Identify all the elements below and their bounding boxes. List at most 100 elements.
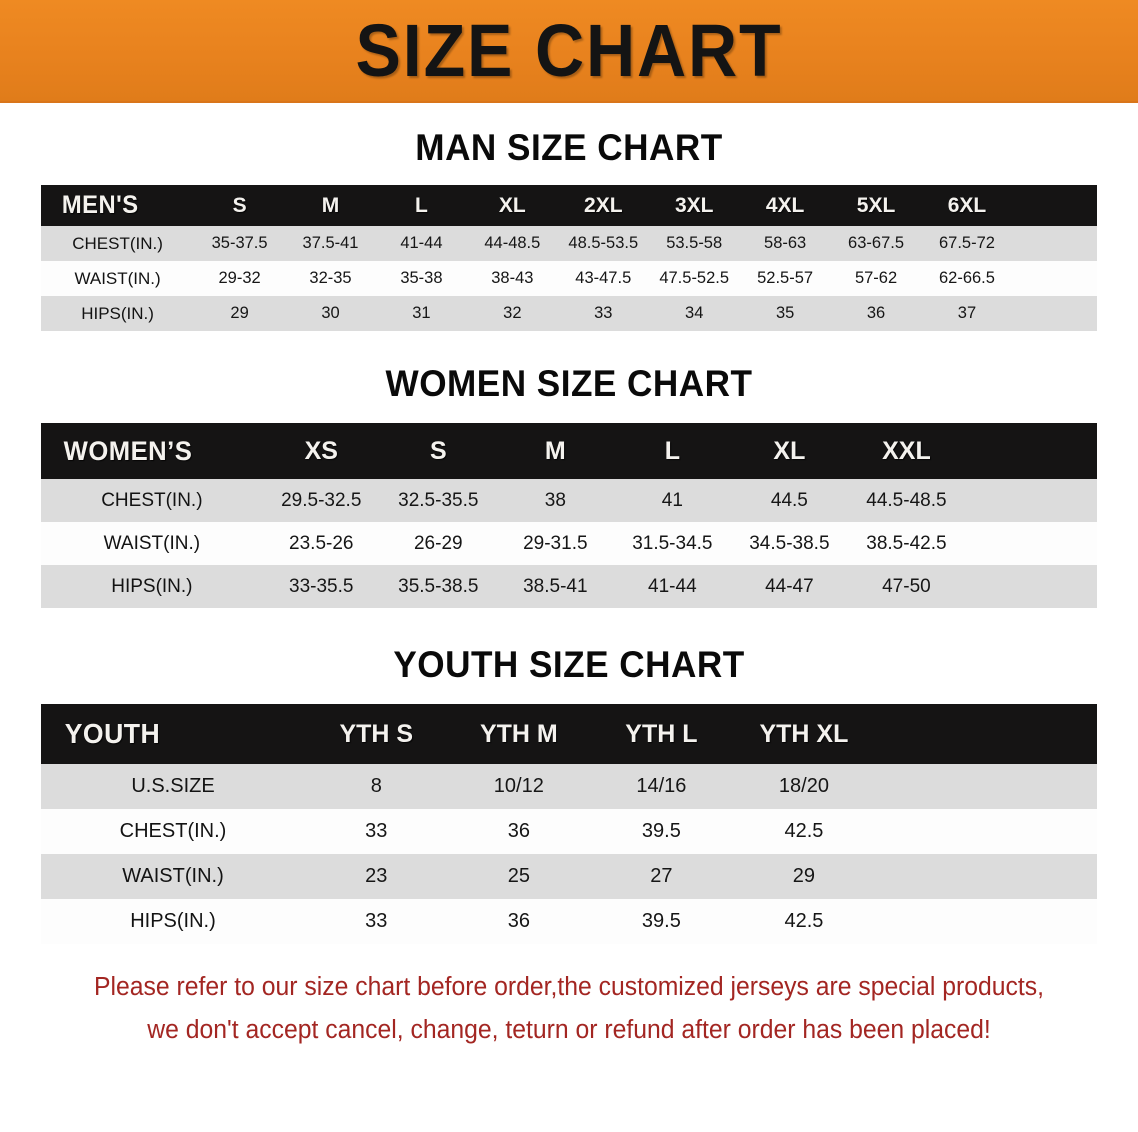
man-measurement-cell: 48.5-53.5 xyxy=(568,234,639,252)
man-measurement-cell: 35 xyxy=(775,304,795,322)
youth-measurement-cell: 14/16 xyxy=(636,775,687,797)
man-size-table: MEN'S S M L XL 2XL 3XL 4XL 5XL 6XL CHEST(IN.) 35-3… xyxy=(41,185,1097,331)
man-column-header: 3XL xyxy=(674,193,714,217)
man-row-label: WAIST(IN.) xyxy=(74,268,161,288)
youth-table-head: YOUTH YTH S YTH M YTH L YTH XL xyxy=(41,704,1097,764)
youth-header-row: YOUTH YTH S YTH M YTH L YTH XL xyxy=(41,704,1097,764)
man-measurement-cell: 57-62 xyxy=(854,269,898,287)
man-row-label: CHEST(IN.) xyxy=(72,233,163,253)
youth-table-row: HIPS(IN.) 33 36 39.5 42.5 xyxy=(41,899,1097,944)
youth-table-row: U.S.SIZE 8 10/12 14/16 18/20 xyxy=(41,764,1097,809)
man-table-row: CHEST(IN.) 35-37.5 37.5-41 41-44 44-48.5 48.5… xyxy=(41,226,1097,261)
women-column-header: M xyxy=(544,436,566,465)
man-measurement-cell: 67.5-72 xyxy=(938,234,995,252)
youth-row-spacer xyxy=(875,899,1097,944)
women-measurement-cell: 41-44 xyxy=(648,575,697,597)
women-measurement-cell: 32.5-35.5 xyxy=(398,489,479,511)
man-row-spacer xyxy=(1012,226,1097,261)
youth-measurement-cell: 23 xyxy=(365,865,388,887)
youth-column-header: YTH L xyxy=(625,719,698,748)
man-column-header: S xyxy=(232,193,247,217)
youth-measurement-cell: 36 xyxy=(507,910,530,932)
order-policy-notice: Please refer to our size chart before or… xyxy=(55,966,1083,1053)
women-column-header: XS xyxy=(304,436,338,465)
youth-row-label: CHEST(IN.) xyxy=(119,820,227,842)
youth-row-spacer xyxy=(875,854,1097,899)
youth-row-spacer xyxy=(875,764,1097,809)
women-measurement-cell: 38.5-42.5 xyxy=(866,532,947,554)
man-column-header: L xyxy=(415,193,428,217)
man-measurement-cell: 36 xyxy=(866,304,886,322)
youth-row-label: HIPS(IN.) xyxy=(130,910,216,932)
man-column-header: XL xyxy=(498,193,526,217)
man-measurement-cell: 52.5-57 xyxy=(757,269,814,287)
women-section-heading: WOMEN SIZE CHART xyxy=(385,363,753,404)
women-header-spacer xyxy=(965,423,1097,479)
man-measurement-cell: 29 xyxy=(230,304,249,322)
youth-section-heading: YOUTH SIZE CHART xyxy=(393,644,745,685)
youth-measurement-cell: 27 xyxy=(650,865,673,887)
man-table-head: MEN'S S M L XL 2XL 3XL 4XL 5XL 6XL xyxy=(41,185,1097,226)
man-measurement-cell: 33 xyxy=(594,304,613,322)
women-row-spacer xyxy=(965,522,1097,565)
women-size-table-wrapper: WOMEN’S XS S M L XL XXL CHEST(IN.) 29.5-32.5 32.… xyxy=(41,423,1097,608)
women-table-body: CHEST(IN.) 29.5-32.5 32.5-35.5 38 41 44.5 44.5… xyxy=(41,479,1097,608)
man-header-row: MEN'S S M L XL 2XL 3XL 4XL 5XL 6XL xyxy=(41,185,1097,226)
man-section-heading: MAN SIZE CHART xyxy=(415,127,723,168)
man-measurement-cell: 44-48.5 xyxy=(484,234,541,252)
women-column-header: XXL xyxy=(882,436,931,465)
man-row-spacer xyxy=(1012,261,1097,296)
man-measurement-cell: 35-38 xyxy=(400,269,443,287)
man-measurement-cell: 47.5-52.5 xyxy=(659,269,730,287)
man-measurement-cell: 62-66.5 xyxy=(938,269,995,287)
man-measurement-cell: 31 xyxy=(412,304,431,322)
youth-column-header: YTH M xyxy=(479,719,558,748)
man-column-header: 2XL xyxy=(584,193,623,217)
man-size-table-wrapper: MEN'S S M L XL 2XL 3XL 4XL 5XL 6XL CHEST(IN.) 35-3… xyxy=(41,185,1097,331)
youth-column-header: YTH XL xyxy=(759,719,849,748)
women-measurement-cell: 35.5-38.5 xyxy=(398,575,479,597)
page-banner: SIZE CHART xyxy=(0,0,1138,103)
women-row-spacer xyxy=(965,565,1097,608)
women-table-head: WOMEN’S XS S M L XL XXL xyxy=(41,423,1097,479)
women-column-header: XL xyxy=(773,436,806,465)
youth-header-spacer xyxy=(875,704,1097,764)
youth-measurement-cell: 33 xyxy=(365,820,388,842)
women-table-row: CHEST(IN.) 29.5-32.5 32.5-35.5 38 41 44.5 44.5… xyxy=(41,479,1097,522)
women-measurement-cell: 34.5-38.5 xyxy=(749,532,830,554)
youth-corner-label: YOUTH xyxy=(64,718,161,749)
women-header-row: WOMEN’S XS S M L XL XXL xyxy=(41,423,1097,479)
man-column-header: 6XL xyxy=(947,193,987,217)
youth-table-body: U.S.SIZE 8 10/12 14/16 18/20 CHEST(IN.) 33 36 39… xyxy=(41,764,1097,944)
women-row-label: HIPS(IN.) xyxy=(111,575,193,597)
youth-measurement-cell: 42.5 xyxy=(784,910,824,932)
youth-measurement-cell: 33 xyxy=(365,910,388,932)
man-table-row: WAIST(IN.) 29-32 32-35 35-38 38-43 43-47.5 47.… xyxy=(41,261,1097,296)
youth-row-spacer xyxy=(875,809,1097,854)
man-row-label: HIPS(IN.) xyxy=(81,303,154,323)
youth-measurement-cell: 8 xyxy=(370,775,382,797)
man-table-row: HIPS(IN.) 29 30 31 32 33 34 35 36 37 xyxy=(41,296,1097,331)
women-table-row: HIPS(IN.) 33-35.5 35.5-38.5 38.5-41 41-44 44-… xyxy=(41,565,1097,608)
youth-measurement-cell: 36 xyxy=(507,820,530,842)
man-measurement-cell: 43-47.5 xyxy=(575,269,632,287)
notice-line-2: we don't accept cancel, change, teturn o… xyxy=(147,1016,991,1045)
women-row-spacer xyxy=(965,479,1097,522)
youth-measurement-cell: 10/12 xyxy=(493,775,544,797)
man-measurement-cell: 41-44 xyxy=(400,234,443,252)
women-measurement-cell: 41 xyxy=(661,489,683,511)
women-size-table: WOMEN’S XS S M L XL XXL CHEST(IN.) 29.5-32.5 32.… xyxy=(41,423,1097,608)
man-measurement-cell: 32 xyxy=(503,304,522,322)
women-column-header: S xyxy=(429,436,447,465)
man-row-spacer xyxy=(1012,296,1097,331)
women-table-row: WAIST(IN.) 23.5-26 26-29 29-31.5 31.5-34.5 34… xyxy=(41,522,1097,565)
youth-measurement-cell: 25 xyxy=(507,865,530,887)
man-corner-label: MEN'S xyxy=(61,191,139,219)
women-measurement-cell: 23.5-26 xyxy=(289,532,354,554)
man-column-header: 4XL xyxy=(765,193,805,217)
women-column-header: L xyxy=(664,436,680,465)
youth-measurement-cell: 42.5 xyxy=(784,820,824,842)
man-measurement-cell: 38-43 xyxy=(491,269,534,287)
women-measurement-cell: 38 xyxy=(544,489,566,511)
youth-table-row: CHEST(IN.) 33 36 39.5 42.5 xyxy=(41,809,1097,854)
